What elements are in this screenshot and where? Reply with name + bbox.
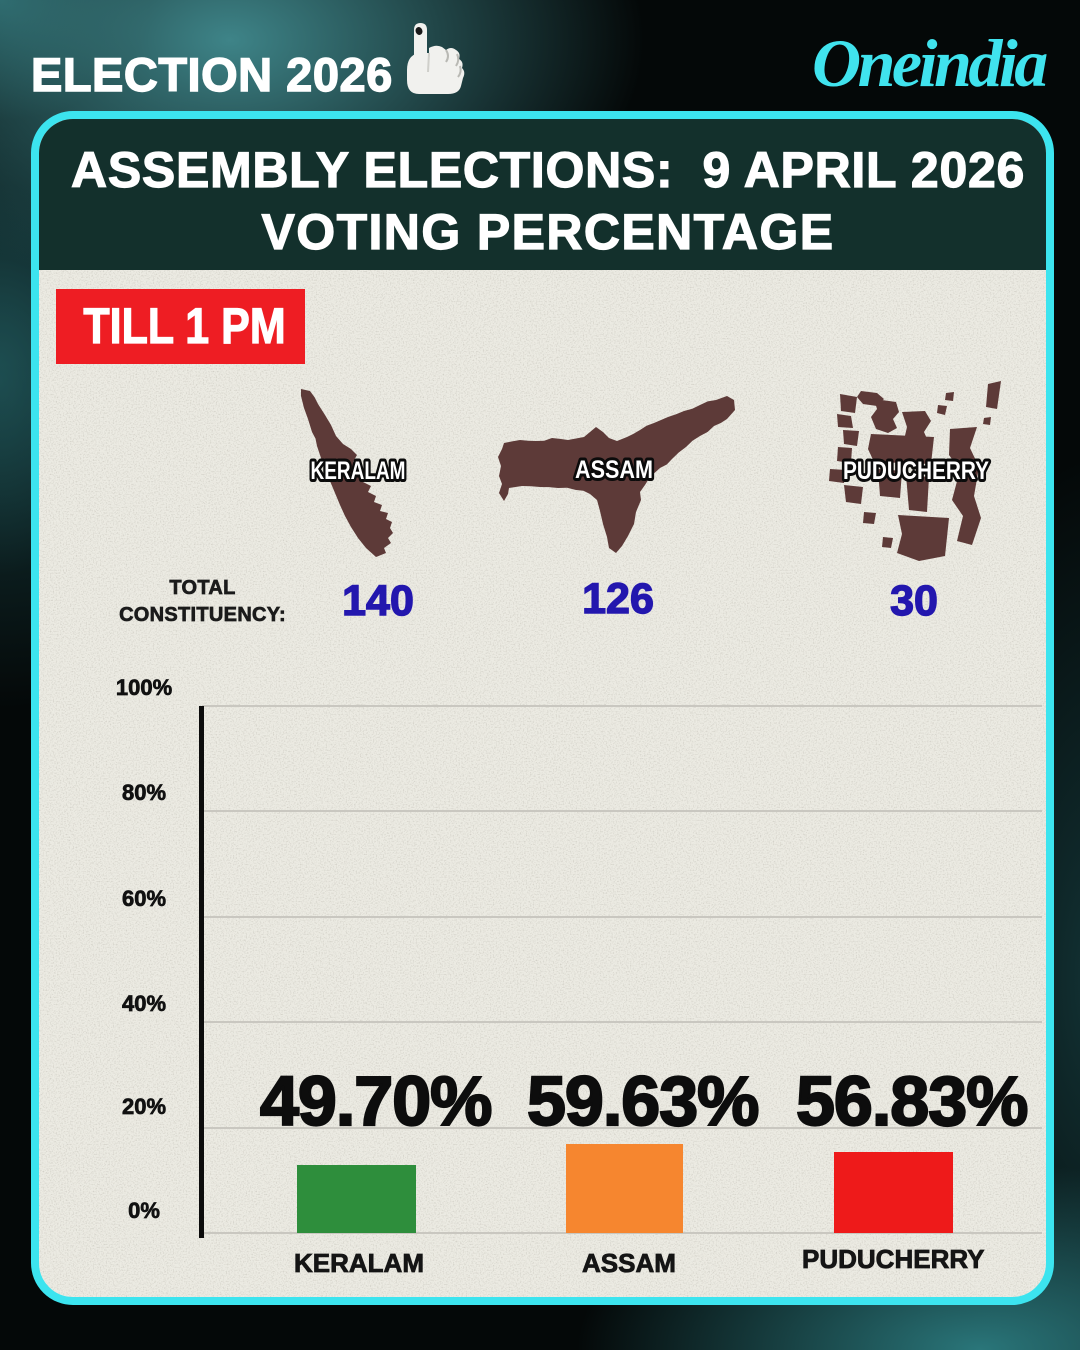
- svg-text:ASSAM: ASSAM: [575, 456, 653, 484]
- svg-text:KERALAM: KERALAM: [311, 457, 406, 485]
- svg-text:PUDUCHERRY: PUDUCHERRY: [843, 457, 989, 485]
